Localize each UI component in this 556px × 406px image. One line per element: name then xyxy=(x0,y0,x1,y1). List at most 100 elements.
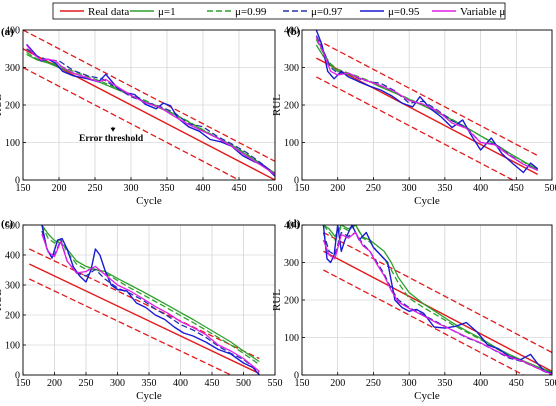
x-tick-label: 400 xyxy=(173,378,188,389)
panel-a: 150 200 250 300 350 400 450 500 0 100 200 300 400 Cyc… xyxy=(0,26,283,208)
panel-c: 150 200 250 300 350 400 450 500 550 0 100 200 300 400… xyxy=(0,218,283,402)
series-variable xyxy=(41,233,260,372)
y-tick-label: 300 xyxy=(284,63,299,74)
y-tick-label: 300 xyxy=(5,63,20,74)
x-tick-label: 550 xyxy=(268,378,283,389)
y-tick-label: 200 xyxy=(284,296,299,307)
y-tick-label: 100 xyxy=(284,333,299,344)
panel-letter: (b) xyxy=(287,26,301,38)
x-tick-label: 250 xyxy=(366,378,381,389)
legend-label: μ=0.97 xyxy=(311,6,343,18)
x-tick-label: 450 xyxy=(232,183,247,194)
legend-label: Real data xyxy=(88,6,129,18)
legend-item: μ=0.95 xyxy=(360,6,420,18)
x-tick-label: 350 xyxy=(160,183,175,194)
legend-item: Real data xyxy=(60,6,129,18)
series-mu095 xyxy=(315,30,539,174)
y-tick-label: 100 xyxy=(5,341,20,352)
panel-letter: (d) xyxy=(287,218,301,230)
x-tick-label: 250 xyxy=(79,378,94,389)
y-tick-label: 100 xyxy=(5,138,20,149)
series-threshold xyxy=(23,30,275,162)
x-tick-label: 300 xyxy=(402,378,417,389)
legend-label: μ=0.95 xyxy=(388,6,420,18)
series-threshold xyxy=(315,38,539,157)
panel-letter: (c) xyxy=(1,218,14,230)
legend-item: μ=0.97 xyxy=(283,6,343,18)
x-tick-label: 400 xyxy=(473,183,488,194)
legend-item: Variable μ xyxy=(432,6,505,18)
y-tick-label: 300 xyxy=(284,258,299,269)
x-tick-label: 150 xyxy=(295,378,310,389)
series-real xyxy=(315,57,539,176)
y-tick-label: 100 xyxy=(284,138,299,149)
x-tick-label: 300 xyxy=(402,183,417,194)
x-tick-label: 200 xyxy=(330,378,345,389)
series-real xyxy=(323,250,552,372)
series-threshold xyxy=(315,76,515,180)
x-tick-label: 450 xyxy=(509,183,524,194)
y-tick-label: 400 xyxy=(284,26,299,37)
series-threshold xyxy=(29,278,233,375)
y-tick-label: 500 xyxy=(5,221,20,232)
x-tick-label: 200 xyxy=(47,378,62,389)
series-mu097 xyxy=(322,231,552,375)
legend-label: μ=0.99 xyxy=(235,6,267,18)
y-tick-label: 0 xyxy=(294,371,299,382)
x-axis-label: Cycle xyxy=(414,390,440,402)
series-variable xyxy=(315,37,538,171)
annotation-text: Error threshold xyxy=(79,134,144,144)
legend: Real data μ=1 μ=0.99 μ=0.97 μ=0.95 Variable μ xyxy=(52,2,506,20)
legend-label: Variable μ xyxy=(460,6,505,18)
y-tick-label: 200 xyxy=(284,101,299,112)
y-axis-label: RUL xyxy=(271,289,283,311)
x-tick-label: 200 xyxy=(330,183,345,194)
x-tick-label: 150 xyxy=(16,378,31,389)
y-tick-label: 400 xyxy=(284,221,299,232)
x-tick-label: 500 xyxy=(268,183,283,194)
panel-letter: (a) xyxy=(1,26,14,38)
y-tick-label: 0 xyxy=(15,371,20,382)
x-axis-label: Cycle xyxy=(136,390,162,402)
x-tick-label: 400 xyxy=(196,183,211,194)
x-tick-label: 450 xyxy=(205,378,220,389)
series-group xyxy=(315,30,539,180)
x-tick-label: 350 xyxy=(437,378,452,389)
annotation-arrow-head xyxy=(110,127,116,132)
series-threshold xyxy=(23,66,241,180)
x-tick-label: 500 xyxy=(236,378,251,389)
x-axis-label: Cycle xyxy=(414,195,440,207)
legend-item: μ=0.99 xyxy=(207,6,267,18)
y-axis-label: RUL xyxy=(0,289,4,311)
series-mu097 xyxy=(26,48,275,175)
y-tick-label: 300 xyxy=(5,281,20,292)
series-group xyxy=(322,225,552,375)
series-real xyxy=(23,48,275,180)
series-threshold xyxy=(323,231,552,354)
x-tick-label: 500 xyxy=(545,378,556,389)
series-mu097 xyxy=(41,230,260,373)
series-mu095 xyxy=(41,225,260,375)
series-group xyxy=(28,225,260,375)
x-tick-label: 400 xyxy=(473,378,488,389)
x-tick-label: 250 xyxy=(88,183,103,194)
series-mu099 xyxy=(41,225,260,366)
x-tick-label: 250 xyxy=(366,183,381,194)
x-tick-label: 300 xyxy=(110,378,125,389)
series-group xyxy=(23,30,275,180)
y-tick-label: 200 xyxy=(5,101,20,112)
x-tick-label: 150 xyxy=(295,183,310,194)
x-tick-label: 350 xyxy=(142,378,157,389)
legend-box xyxy=(52,2,506,20)
y-tick-label: 400 xyxy=(5,251,20,262)
y-axis-label: RUL xyxy=(271,94,283,116)
x-tick-label: 200 xyxy=(52,183,67,194)
legend-item: μ=1 xyxy=(130,6,176,18)
x-tick-label: 350 xyxy=(437,183,452,194)
series-threshold xyxy=(29,248,260,360)
panel-b: 150 200 250 300 350 400 450 500 0 100 200 300 400 Cyc… xyxy=(271,26,556,208)
series-variable xyxy=(322,231,552,375)
y-tick-label: 0 xyxy=(294,176,299,187)
y-tick-label: 0 xyxy=(15,176,20,187)
panel-d: 150 200 250 300 350 400 450 500 0 100 200 300 400 Cyc… xyxy=(271,218,556,402)
